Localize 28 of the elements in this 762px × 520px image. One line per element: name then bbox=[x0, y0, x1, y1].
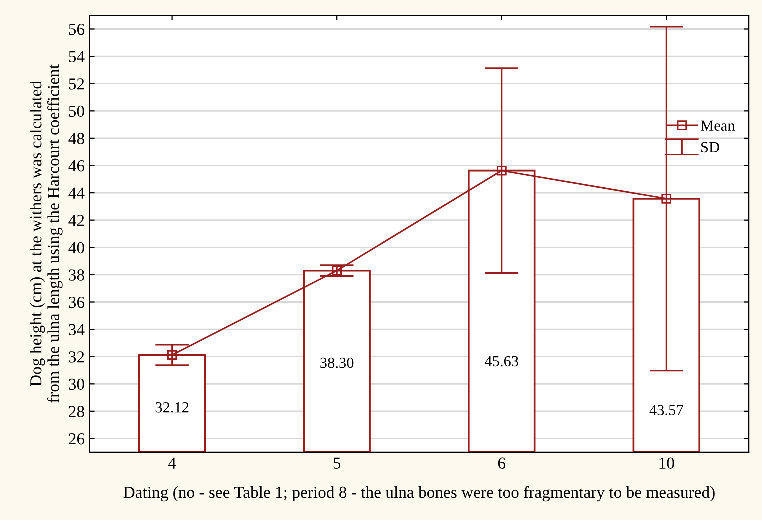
legend-label: SD bbox=[702, 142, 720, 153]
y-tick-label: 40 bbox=[68, 242, 84, 254]
x-tick-label: 5 bbox=[334, 458, 341, 469]
y-tick-label: 48 bbox=[68, 133, 84, 144]
data-label: 32.12 bbox=[156, 402, 189, 413]
y-tick-label: 34 bbox=[69, 324, 85, 336]
y-tick-label: 54 bbox=[69, 51, 85, 62]
y-tick-label: 30 bbox=[69, 378, 84, 390]
legend-label: Mean bbox=[700, 120, 736, 131]
y-tick-label: 36 bbox=[69, 296, 85, 308]
y-tick-label: 44 bbox=[68, 188, 85, 199]
y-tick-label: 38 bbox=[69, 270, 84, 281]
data-label: 43.57 bbox=[650, 405, 684, 416]
y-tick-label: 26 bbox=[69, 433, 85, 445]
x-tick-label: 4 bbox=[168, 458, 176, 469]
y-tick-label: 52 bbox=[69, 78, 84, 90]
x-tick-label: 6 bbox=[498, 458, 506, 469]
y-tick-label: 28 bbox=[69, 406, 84, 418]
y-tick-label: 46 bbox=[68, 160, 85, 172]
x-tick-label: 10 bbox=[660, 458, 674, 469]
data-label: 38.30 bbox=[320, 358, 354, 368]
y-tick-label: 50 bbox=[69, 106, 84, 118]
y-tick-label: 32 bbox=[69, 352, 84, 363]
y-tick-label: 56 bbox=[69, 24, 85, 36]
x-axis-title: Dating (no - see Table 1; period 8 - the ulna bones were too fragmentary to be measured) bbox=[124, 486, 715, 502]
data-label: 45.63 bbox=[484, 356, 518, 367]
y-tick-label: 42 bbox=[68, 215, 84, 226]
y-axis-title: Dog height (cm) at the withers was calculated from the ulna length using the Harcourt coefficient bbox=[30, 64, 63, 403]
